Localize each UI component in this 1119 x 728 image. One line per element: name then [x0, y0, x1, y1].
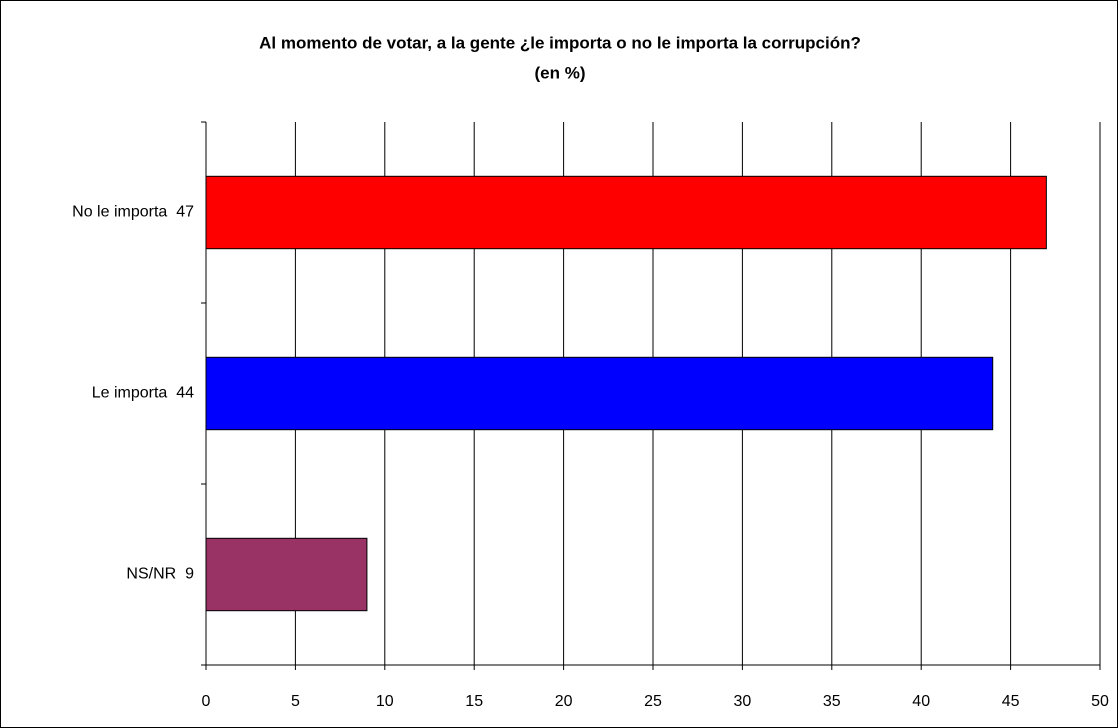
x-tick-label: 40 — [912, 693, 930, 710]
x-tick-label: 20 — [555, 693, 573, 710]
x-tick-label: 10 — [376, 693, 394, 710]
y-tick-label: No le importa 47 — [72, 204, 194, 221]
chart-title: Al momento de votar, a la gente ¿le impo… — [259, 33, 861, 52]
y-tick-label: Le importa 44 — [92, 385, 194, 402]
x-tick-label: 25 — [644, 693, 662, 710]
chart-subtitle: (en %) — [535, 63, 586, 82]
x-tick-label: 35 — [823, 693, 841, 710]
x-tick-label: 0 — [202, 693, 211, 710]
bar — [205, 175, 1047, 250]
x-tick-label: 15 — [465, 693, 483, 710]
x-tick-label: 5 — [291, 693, 300, 710]
bar — [205, 356, 994, 431]
x-tick-label: 45 — [1002, 693, 1020, 710]
y-tick-label: NS/NR 9 — [126, 566, 194, 583]
x-tick-label: 30 — [734, 693, 752, 710]
bar — [205, 537, 368, 612]
x-tick-label: 50 — [1091, 693, 1109, 710]
